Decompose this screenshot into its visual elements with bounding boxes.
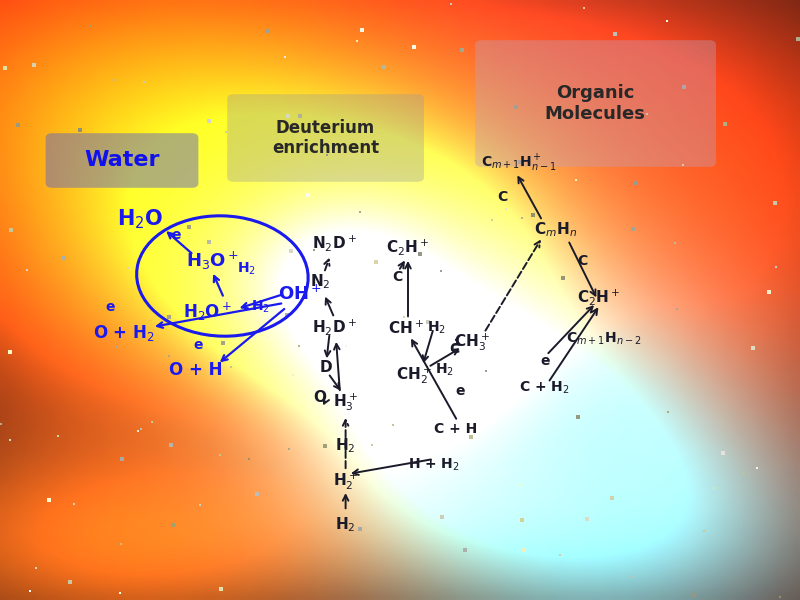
FancyBboxPatch shape	[475, 40, 716, 167]
FancyBboxPatch shape	[46, 133, 198, 188]
Text: e: e	[106, 300, 115, 314]
Text: Organic
Molecules: Organic Molecules	[545, 85, 646, 123]
Text: C: C	[450, 342, 459, 356]
Text: CH$^+$: CH$^+$	[389, 320, 424, 337]
Text: C$_m$H$_n$: C$_m$H$_n$	[534, 220, 578, 239]
Text: C$_{m+1}$H$_{n-2}$: C$_{m+1}$H$_{n-2}$	[566, 331, 642, 347]
Text: H$_3^+$: H$_3^+$	[334, 391, 358, 413]
Text: N$_2$: N$_2$	[310, 272, 330, 292]
Text: H$_2$O: H$_2$O	[117, 207, 163, 231]
Text: C: C	[498, 190, 507, 204]
Text: N$_2$D$^+$: N$_2$D$^+$	[312, 233, 357, 253]
Text: O + H$_2$: O + H$_2$	[93, 323, 155, 343]
Text: C + H: C + H	[434, 422, 478, 436]
Text: H$_3$O$^+$: H$_3$O$^+$	[186, 250, 238, 272]
Text: Deuterium
enrichment: Deuterium enrichment	[272, 119, 379, 157]
Text: CH$_2^+$: CH$_2^+$	[397, 364, 432, 386]
Text: H$_2$: H$_2$	[237, 260, 256, 277]
Text: O + H: O + H	[170, 361, 222, 379]
Text: H$_2$: H$_2$	[251, 299, 270, 316]
Text: H$_2^+$: H$_2^+$	[334, 470, 358, 492]
Text: C + H$_2$: C + H$_2$	[518, 380, 570, 397]
Text: O: O	[314, 390, 326, 404]
Text: e: e	[541, 354, 550, 368]
Text: H$_2$: H$_2$	[335, 436, 356, 455]
Text: C: C	[393, 270, 402, 284]
Text: H$_2$O$^+$: H$_2$O$^+$	[183, 301, 233, 323]
FancyBboxPatch shape	[227, 94, 424, 182]
Text: e: e	[455, 384, 465, 398]
Text: C$_2$H$^+$: C$_2$H$^+$	[386, 237, 430, 257]
Text: OH$^+$: OH$^+$	[278, 284, 322, 304]
Text: H$_2$: H$_2$	[335, 515, 356, 535]
Text: H$_2$D$^+$: H$_2$D$^+$	[312, 317, 357, 337]
Text: H$_2$: H$_2$	[434, 362, 454, 379]
Text: C$_{m+1}$H$_{n-1}^+$: C$_{m+1}$H$_{n-1}^+$	[481, 152, 556, 174]
Text: e: e	[171, 228, 181, 242]
Text: H$_2$: H$_2$	[426, 320, 446, 337]
Text: D: D	[320, 359, 333, 374]
Text: CH$_3^+$: CH$_3^+$	[454, 331, 490, 353]
Text: C$_2$H$^+$: C$_2$H$^+$	[577, 287, 620, 307]
Text: e: e	[194, 338, 203, 352]
Text: Water: Water	[85, 150, 160, 170]
Text: C: C	[578, 254, 587, 268]
Text: H + H$_2$: H + H$_2$	[408, 457, 459, 473]
